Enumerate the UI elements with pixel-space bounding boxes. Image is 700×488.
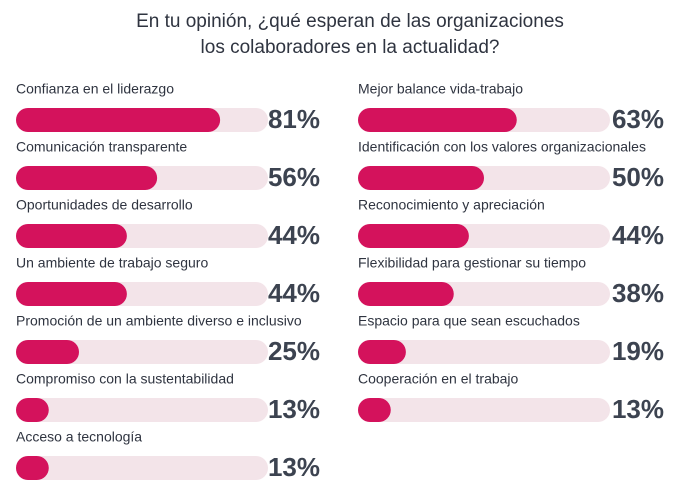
category-label: Flexibilidad para gestionar su tiempo	[358, 255, 586, 271]
bar-track	[16, 456, 268, 480]
category-label: Identificación con los valores organizac…	[358, 139, 646, 155]
bar-track	[358, 398, 610, 422]
value-label: 13%	[268, 394, 320, 424]
value-label: 19%	[612, 336, 664, 366]
value-label: 25%	[268, 336, 320, 366]
category-label: Mejor balance vida-trabajo	[358, 81, 523, 97]
value-label: 56%	[268, 162, 320, 192]
bar	[358, 108, 517, 132]
value-label: 13%	[268, 452, 320, 482]
category-label: Un ambiente de trabajo seguro	[16, 255, 208, 271]
chart-title: los colaboradores en la actualidad?	[201, 37, 500, 58]
chart-title: En tu opinión, ¿qué esperan de las organ…	[136, 11, 564, 32]
category-label: Acceso a tecnología	[16, 429, 142, 445]
value-label: 13%	[612, 394, 664, 424]
category-label: Confianza en el liderazgo	[16, 81, 174, 97]
category-label: Promoción de un ambiente diverso e inclu…	[16, 313, 302, 329]
bar	[16, 166, 158, 190]
value-label: 63%	[612, 104, 664, 134]
category-label: Oportunidades de desarrollo	[16, 197, 193, 213]
bar	[358, 282, 454, 306]
bar-track	[16, 340, 268, 364]
bar	[358, 224, 469, 248]
value-label: 50%	[612, 162, 664, 192]
bar-track	[358, 340, 610, 364]
value-label: 38%	[612, 278, 664, 308]
bar	[358, 166, 484, 190]
category-label: Reconocimiento y apreciación	[358, 197, 545, 213]
value-label: 44%	[612, 220, 664, 250]
bar	[16, 456, 49, 480]
bar	[16, 398, 49, 422]
category-label: Comunicación transparente	[16, 139, 187, 155]
bar	[16, 108, 221, 132]
value-label: 44%	[268, 278, 320, 308]
bar	[358, 398, 391, 422]
value-label: 44%	[268, 220, 320, 250]
value-label: 81%	[268, 104, 320, 134]
bar	[16, 282, 127, 306]
category-label: Espacio para que sean escuchados	[358, 313, 580, 329]
bar-track	[16, 398, 268, 422]
bar	[16, 224, 127, 248]
bar	[358, 340, 406, 364]
category-label: Compromiso con la sustentabilidad	[16, 371, 234, 387]
bar	[16, 340, 79, 364]
category-label: Cooperación en el trabajo	[358, 371, 519, 387]
